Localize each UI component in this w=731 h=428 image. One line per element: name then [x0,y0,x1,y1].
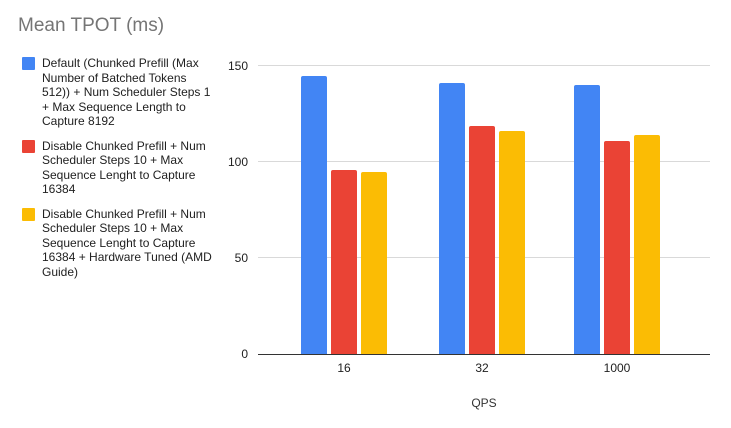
legend: Default (Chunked Prefill (Max Number of … [22,56,222,289]
y-axis-tick-label: 150 [227,59,248,73]
bar-group [439,66,525,354]
x-axis-tick-label: 32 [475,361,489,375]
y-axis-tick-label: 0 [241,347,248,361]
bar-group [574,66,660,354]
legend-label: Disable Chunked Prefill + Num Scheduler … [42,206,212,279]
bar [604,140,630,354]
plot-area [258,65,710,355]
bar [574,85,600,354]
legend-entry: Disable Chunked Prefill + Num Scheduler … [22,139,222,197]
bar [469,125,495,354]
bar [634,135,660,354]
bar [301,75,327,354]
legend-label: Default (Chunked Prefill (Max Number of … [42,56,211,128]
legend-swatch-icon [22,139,35,153]
x-axis-tick-label: 1000 [603,361,631,375]
legend-entry: Default (Chunked Prefill (Max Number of … [22,56,222,129]
x-axis-title: QPS [471,396,497,410]
legend-label: Disable Chunked Prefill + Num Scheduler … [42,138,206,197]
bar [331,169,357,354]
chart-title: Mean TPOT (ms) [18,15,165,36]
bar-group [301,66,387,354]
x-axis-tick-label: 16 [337,361,351,375]
bar [499,131,525,354]
legend-swatch-icon [22,207,35,221]
y-axis-tick-label: 50 [234,251,248,265]
gridline [258,65,710,66]
y-axis-tick-label: 100 [227,155,248,169]
legend-entry: Disable Chunked Prefill + Num Scheduler … [22,207,222,280]
bar [361,171,387,354]
legend-swatch-icon [22,57,35,70]
bar [439,83,465,354]
